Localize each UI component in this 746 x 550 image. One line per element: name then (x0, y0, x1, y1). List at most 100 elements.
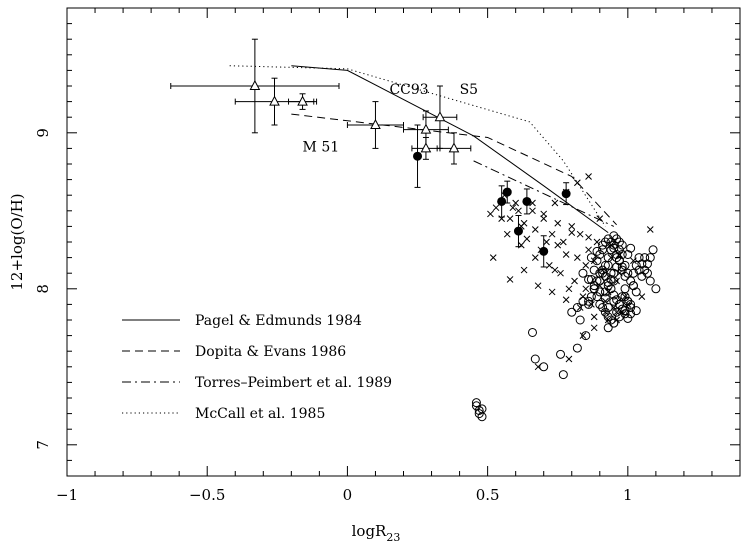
cross-point (559, 238, 567, 246)
x-axis-title: logR23 (352, 522, 401, 544)
open-circle-point (603, 312, 613, 322)
legend: Pagel & Edmunds 1984 Dopita & Evans 1986 T… (122, 313, 392, 422)
cross-point (602, 308, 609, 316)
open-circle-point (603, 278, 613, 288)
cross-point (512, 199, 520, 207)
open-circle-point (598, 303, 608, 313)
open-circle-point (614, 312, 624, 322)
open-circle-point (620, 309, 630, 319)
cross-point (492, 204, 500, 212)
open-circle-point (617, 265, 627, 275)
cross-point (590, 324, 598, 332)
x-tick-label: 1 (623, 486, 633, 504)
cross-point (604, 316, 612, 324)
filled-point (497, 196, 507, 206)
open-circle-point (603, 253, 613, 263)
cross-point (574, 254, 581, 261)
open-circle-point (556, 349, 566, 359)
open-circle-point (471, 401, 481, 411)
open-circle-point (640, 253, 650, 263)
open-circle-point (606, 274, 616, 284)
open-circle-point (572, 303, 582, 313)
annotation-label: M 51 (303, 140, 340, 156)
cross-point (565, 355, 573, 363)
cross-point (520, 266, 528, 274)
triangle-point (297, 95, 308, 106)
open-circle-point (606, 315, 616, 325)
cross-point (593, 238, 601, 246)
open-circle-point (575, 315, 585, 325)
axis-tick-labels: −1 −0.5 0 0.5 1 7 8 9 (34, 128, 633, 504)
open-circle-point (603, 234, 613, 244)
open-circle-point (586, 274, 596, 284)
cross-point (554, 241, 562, 249)
cross-point (579, 332, 587, 339)
cross-point (503, 230, 511, 238)
cross-point (551, 266, 559, 274)
open-circle-point (609, 296, 619, 306)
open-circle-point (626, 309, 636, 319)
model-line (229, 65, 606, 227)
open-circle-point (592, 246, 602, 256)
open-circle-point (567, 307, 577, 317)
cross-point (531, 226, 539, 233)
cross-point (582, 285, 590, 293)
open-circle-point (614, 245, 624, 255)
cross-point (543, 238, 550, 246)
open-circle-point (645, 253, 655, 263)
cross-point (613, 277, 620, 285)
filled-point (522, 196, 532, 206)
cross-point (554, 219, 562, 227)
open-circle-point (539, 362, 549, 372)
cross-point (562, 296, 570, 304)
filled-point (413, 151, 423, 161)
open-circle-point (634, 265, 644, 275)
open-circle-point (595, 287, 605, 297)
open-circle-point (620, 271, 630, 281)
open-circle-point (595, 299, 605, 309)
open-circle-point (623, 268, 633, 278)
cross-point (568, 223, 576, 230)
open-circle-point (626, 303, 636, 313)
cross-point (540, 210, 548, 218)
cross-point (509, 204, 517, 212)
cross-point (621, 293, 629, 300)
cross-point (585, 173, 592, 180)
cross-point (501, 191, 508, 199)
open-circle-point (598, 240, 608, 250)
cross-point (574, 179, 581, 187)
open-circle-point (572, 343, 582, 353)
open-circle-point (637, 259, 647, 269)
open-circle-point (589, 281, 599, 291)
cross-point (579, 293, 587, 300)
open-circle-point (612, 249, 622, 259)
triangle-point (420, 142, 432, 153)
cross-point (565, 285, 573, 293)
open-circle-point (603, 281, 613, 291)
open-circle-point (600, 260, 610, 270)
open-circle-point (631, 306, 641, 316)
open-circle-point (631, 260, 641, 270)
cross-point (548, 230, 556, 238)
open-circle-point (600, 293, 610, 303)
open-circle-point (592, 276, 602, 286)
open-circle-point (581, 331, 591, 341)
axis-ticks (66, 7, 741, 477)
cross-point (487, 210, 494, 218)
cross-point (571, 277, 578, 285)
open-circle-point (609, 268, 619, 278)
open-circle-point (474, 409, 484, 419)
open-circle-point (477, 404, 487, 414)
cross-point (506, 215, 514, 222)
cross-point (551, 199, 559, 207)
legend-label: Pagel & Edmunds 1984 (195, 313, 362, 329)
cross-point (531, 254, 539, 261)
open-circle-point (606, 284, 616, 294)
open-circle-point (600, 307, 610, 317)
cross-point (517, 241, 525, 249)
cross-point (585, 246, 592, 254)
open-circle-point (584, 299, 594, 309)
open-circle-point (592, 256, 602, 266)
cross-point (515, 207, 522, 215)
open-circle-point (595, 268, 605, 278)
